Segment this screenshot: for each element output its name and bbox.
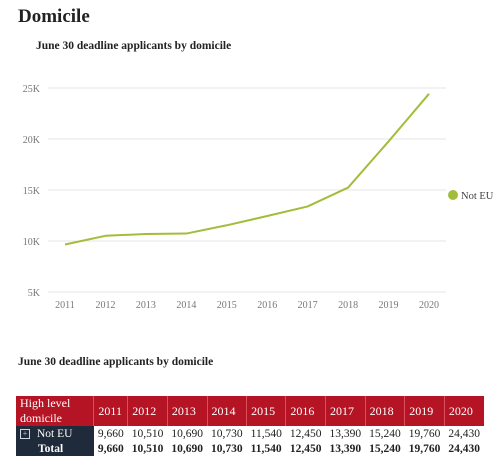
table-header-year[interactable]: 2015 bbox=[246, 396, 287, 426]
data-point[interactable] bbox=[224, 223, 229, 228]
table-header-year[interactable]: 2018 bbox=[365, 396, 406, 426]
table-header-year[interactable]: 2017 bbox=[325, 396, 366, 426]
table-cell: 12,450 bbox=[285, 426, 326, 441]
x-tick-label: 2014 bbox=[176, 300, 196, 311]
table-body: + Not EU 9,660 10,510 10,690 10,730 11,540 12,4… bbox=[16, 426, 484, 456]
legend-label[interactable]: Not EU bbox=[461, 191, 494, 202]
chart-title: June 30 deadline applicants by domicile bbox=[36, 40, 232, 52]
table-cell: 11,540 bbox=[246, 426, 286, 441]
table-header-year[interactable]: 2013 bbox=[167, 396, 208, 426]
table-total-row: Total 9,660 10,510 10,690 10,730 11,540 12,450… bbox=[16, 441, 484, 456]
table-header-year[interactable]: 2014 bbox=[207, 396, 248, 426]
x-tick-label: 2017 bbox=[298, 300, 318, 311]
data-point[interactable] bbox=[103, 233, 108, 238]
x-tick-label: 2016 bbox=[257, 300, 277, 311]
total-cell: 13,390 bbox=[325, 441, 366, 456]
table-header-year[interactable]: 2020 bbox=[444, 396, 484, 426]
row-label[interactable]: + Not EU bbox=[16, 426, 94, 441]
series-line-not-eu[interactable] bbox=[64, 93, 430, 246]
total-cell: 15,240 bbox=[365, 441, 405, 456]
x-tick-label: 2020 bbox=[419, 300, 439, 311]
table-header-year[interactable]: 2016 bbox=[285, 396, 326, 426]
table-section-title: June 30 deadline applicants by domicile bbox=[18, 356, 214, 368]
table-cell: 10,730 bbox=[207, 426, 247, 441]
legend[interactable]: Not EU bbox=[448, 190, 494, 202]
x-axis-ticks: 2011 2012 2013 2014 2015 2016 2017 2018 2019 2020 bbox=[55, 300, 439, 311]
grid-lines bbox=[48, 87, 446, 293]
data-point[interactable] bbox=[184, 231, 189, 236]
data-point[interactable] bbox=[386, 139, 391, 144]
total-cell: 12,450 bbox=[285, 441, 326, 456]
y-tick-label: 25K bbox=[23, 84, 41, 95]
series-layer bbox=[63, 91, 432, 247]
data-point[interactable] bbox=[265, 214, 270, 219]
total-cell: 24,430 bbox=[444, 441, 484, 456]
table-cell: 13,390 bbox=[325, 426, 366, 441]
total-cell: 9,660 bbox=[93, 441, 128, 456]
table-cell: 10,510 bbox=[127, 426, 168, 441]
data-point[interactable] bbox=[305, 204, 310, 209]
y-tick-label: 20K bbox=[23, 135, 41, 146]
data-point[interactable] bbox=[346, 185, 351, 190]
table-cell: 15,240 bbox=[365, 426, 405, 441]
table-header-year[interactable]: 2019 bbox=[404, 396, 445, 426]
y-axis-ticks: 5K 10K 15K 20K 25K bbox=[23, 84, 41, 299]
legend-marker[interactable] bbox=[448, 190, 458, 200]
page-title: Domicile bbox=[18, 6, 90, 27]
data-point[interactable] bbox=[143, 231, 148, 236]
data-point[interactable] bbox=[63, 242, 68, 247]
total-cell: 11,540 bbox=[246, 441, 286, 456]
y-tick-label: 5K bbox=[28, 288, 41, 299]
x-tick-label: 2015 bbox=[217, 300, 237, 311]
total-cell: 10,510 bbox=[127, 441, 168, 456]
x-tick-label: 2012 bbox=[95, 300, 115, 311]
total-cell: 10,730 bbox=[207, 441, 247, 456]
x-tick-label: 2013 bbox=[136, 300, 156, 311]
table-cell: 19,760 bbox=[404, 426, 445, 441]
table-header-row: High level domicile 2011 2012 2013 2014 2015… bbox=[16, 396, 484, 426]
table-header-year[interactable]: 2011 bbox=[93, 396, 129, 426]
total-cell: 10,690 bbox=[167, 441, 208, 456]
data-table: High level domicile 2011 2012 2013 2014 2015… bbox=[16, 396, 484, 456]
table-row: + Not EU 9,660 10,510 10,690 10,730 11,540 12,4… bbox=[16, 426, 484, 441]
table-header-year[interactable]: 2012 bbox=[127, 396, 168, 426]
data-point[interactable] bbox=[427, 91, 432, 96]
table-cell: 24,430 bbox=[444, 426, 484, 441]
table-cell: 10,690 bbox=[167, 426, 208, 441]
x-tick-label: 2018 bbox=[338, 300, 358, 311]
y-tick-label: 15K bbox=[23, 186, 41, 197]
total-cell: 19,760 bbox=[404, 441, 445, 456]
table-cell: 9,660 bbox=[93, 426, 128, 441]
x-tick-label: 2011 bbox=[55, 300, 75, 311]
table-header-label[interactable]: High level domicile bbox=[16, 396, 95, 426]
y-tick-label: 10K bbox=[23, 237, 41, 248]
total-label: Total bbox=[16, 441, 94, 456]
row-label-text: Not EU bbox=[37, 427, 73, 440]
expand-icon[interactable]: + bbox=[20, 428, 30, 439]
x-tick-label: 2019 bbox=[379, 300, 399, 311]
